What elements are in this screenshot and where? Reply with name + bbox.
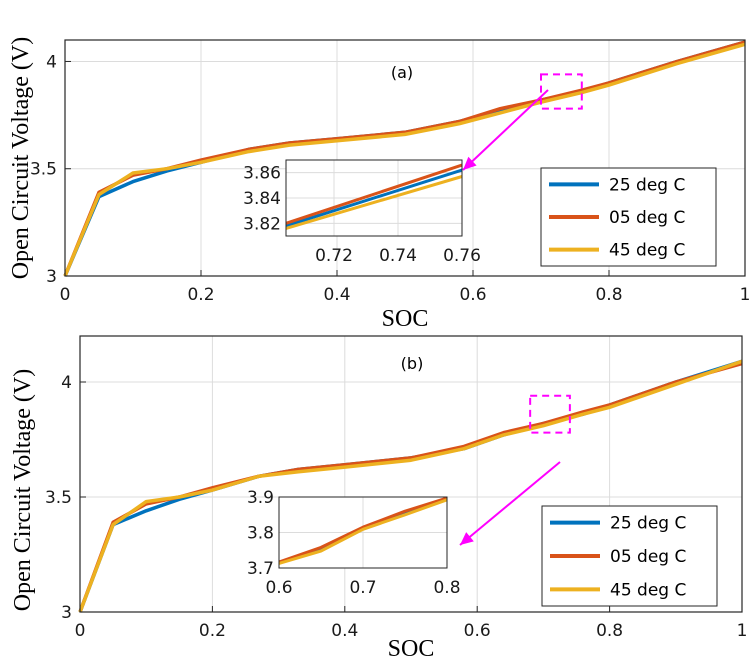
inset-x-tick-label: 0.7 [349, 578, 376, 598]
x-tick-label: 0.4 [331, 621, 358, 641]
legend-entry-2: 05 deg C [610, 547, 686, 567]
y-axis-label: Open Circuit Voltage (V) [10, 369, 36, 611]
inset-y-tick-label: 3.8 [247, 524, 274, 544]
panel-label: (b) [401, 354, 424, 373]
legend-entry-2: 05 deg C [609, 208, 685, 228]
y-tick-label: 4 [46, 52, 57, 72]
y-tick-label: 3 [46, 267, 57, 287]
x-tick-label: 0 [60, 285, 71, 305]
inset-y-tick-label: 3.86 [243, 164, 281, 184]
zoom-arrow-line [459, 461, 561, 546]
legend-entry-1: 25 deg C [610, 514, 686, 534]
x-axis-label: SOC [388, 636, 435, 662]
inset-series-line-2 [285, 163, 463, 225]
y-tick-label: 3 [61, 603, 72, 623]
x-tick-label: 0 [75, 621, 86, 641]
inset-x-tick-label: 0.72 [315, 246, 353, 266]
x-tick-label: 0.4 [323, 285, 350, 305]
zoom-region-box [540, 73, 583, 110]
inset-x-tick-label: 0.76 [443, 246, 481, 266]
inset-y-tick-label: 3.7 [247, 559, 274, 579]
x-tick-label: 0.2 [187, 285, 214, 305]
y-tick-label: 4 [61, 373, 72, 393]
inset-x-tick-label: 0.8 [433, 578, 460, 598]
zoom-arrow-line [462, 89, 549, 171]
zoom-arrow-head [463, 156, 477, 170]
inset-axes-box [278, 496, 448, 569]
zoom-region-box [529, 394, 571, 434]
y-axis-label: Open Circuit Voltage (V) [8, 37, 34, 279]
zoom-arrow-head [460, 532, 474, 545]
series-line-3 [78, 359, 743, 613]
inset-axes-box [285, 159, 463, 237]
inset-chart: 0.72 0.74 0.76 3.82 3.84 3.86 [243, 159, 481, 266]
x-axis-label: SOC [382, 306, 429, 332]
y-tick-label: 3.5 [30, 160, 57, 180]
x-tick-label: 0.8 [595, 285, 622, 305]
inset-x-tick-label: 0.74 [379, 246, 417, 266]
inset-y-tick-label: 3.9 [247, 488, 274, 508]
x-tick-label: 0.6 [459, 285, 486, 305]
y-tick-label: 3.5 [45, 488, 72, 508]
legend: 25 deg C 05 deg C 45 deg C [541, 505, 718, 607]
x-tick-label: 0.8 [596, 621, 623, 641]
x-tick-label: 0.6 [464, 621, 491, 641]
panel-label: (a) [391, 63, 413, 82]
legend-entry-3: 45 deg C [610, 580, 686, 600]
inset-series-line-3 [285, 175, 463, 230]
x-tick-label: 1 [737, 621, 748, 641]
inset-series-line-1 [285, 168, 463, 228]
chart-panel-a: 0 0.2 0.4 0.6 0.8 1 3 3.5 4 (a) SOC Open Circuit Vo… [8, 37, 750, 332]
axes-box [64, 39, 746, 277]
inset-y-tick-label: 3.84 [243, 189, 281, 209]
chart-panel-b: 0 0.2 0.4 0.6 0.8 1 3 3.5 4 (b) SOC Open Circuit Vo… [10, 335, 748, 662]
x-tick-label: 1 [740, 285, 750, 305]
inset-series-line-2 [278, 496, 448, 564]
legend: 25 deg C 05 deg C 45 deg C [540, 167, 717, 267]
legend-entry-3: 45 deg C [609, 241, 685, 261]
inset-x-tick-label: 0.6 [265, 578, 292, 598]
x-tick-label: 0.2 [199, 621, 226, 641]
axes-box [79, 335, 743, 613]
inset-y-tick-label: 3.82 [243, 214, 281, 234]
inset-series-line-3 [278, 498, 448, 565]
legend-entry-1: 25 deg C [609, 175, 685, 195]
inset-chart: 0.6 0.7 0.8 3.7 3.8 3.9 [247, 488, 461, 598]
series-line-3 [63, 42, 746, 277]
